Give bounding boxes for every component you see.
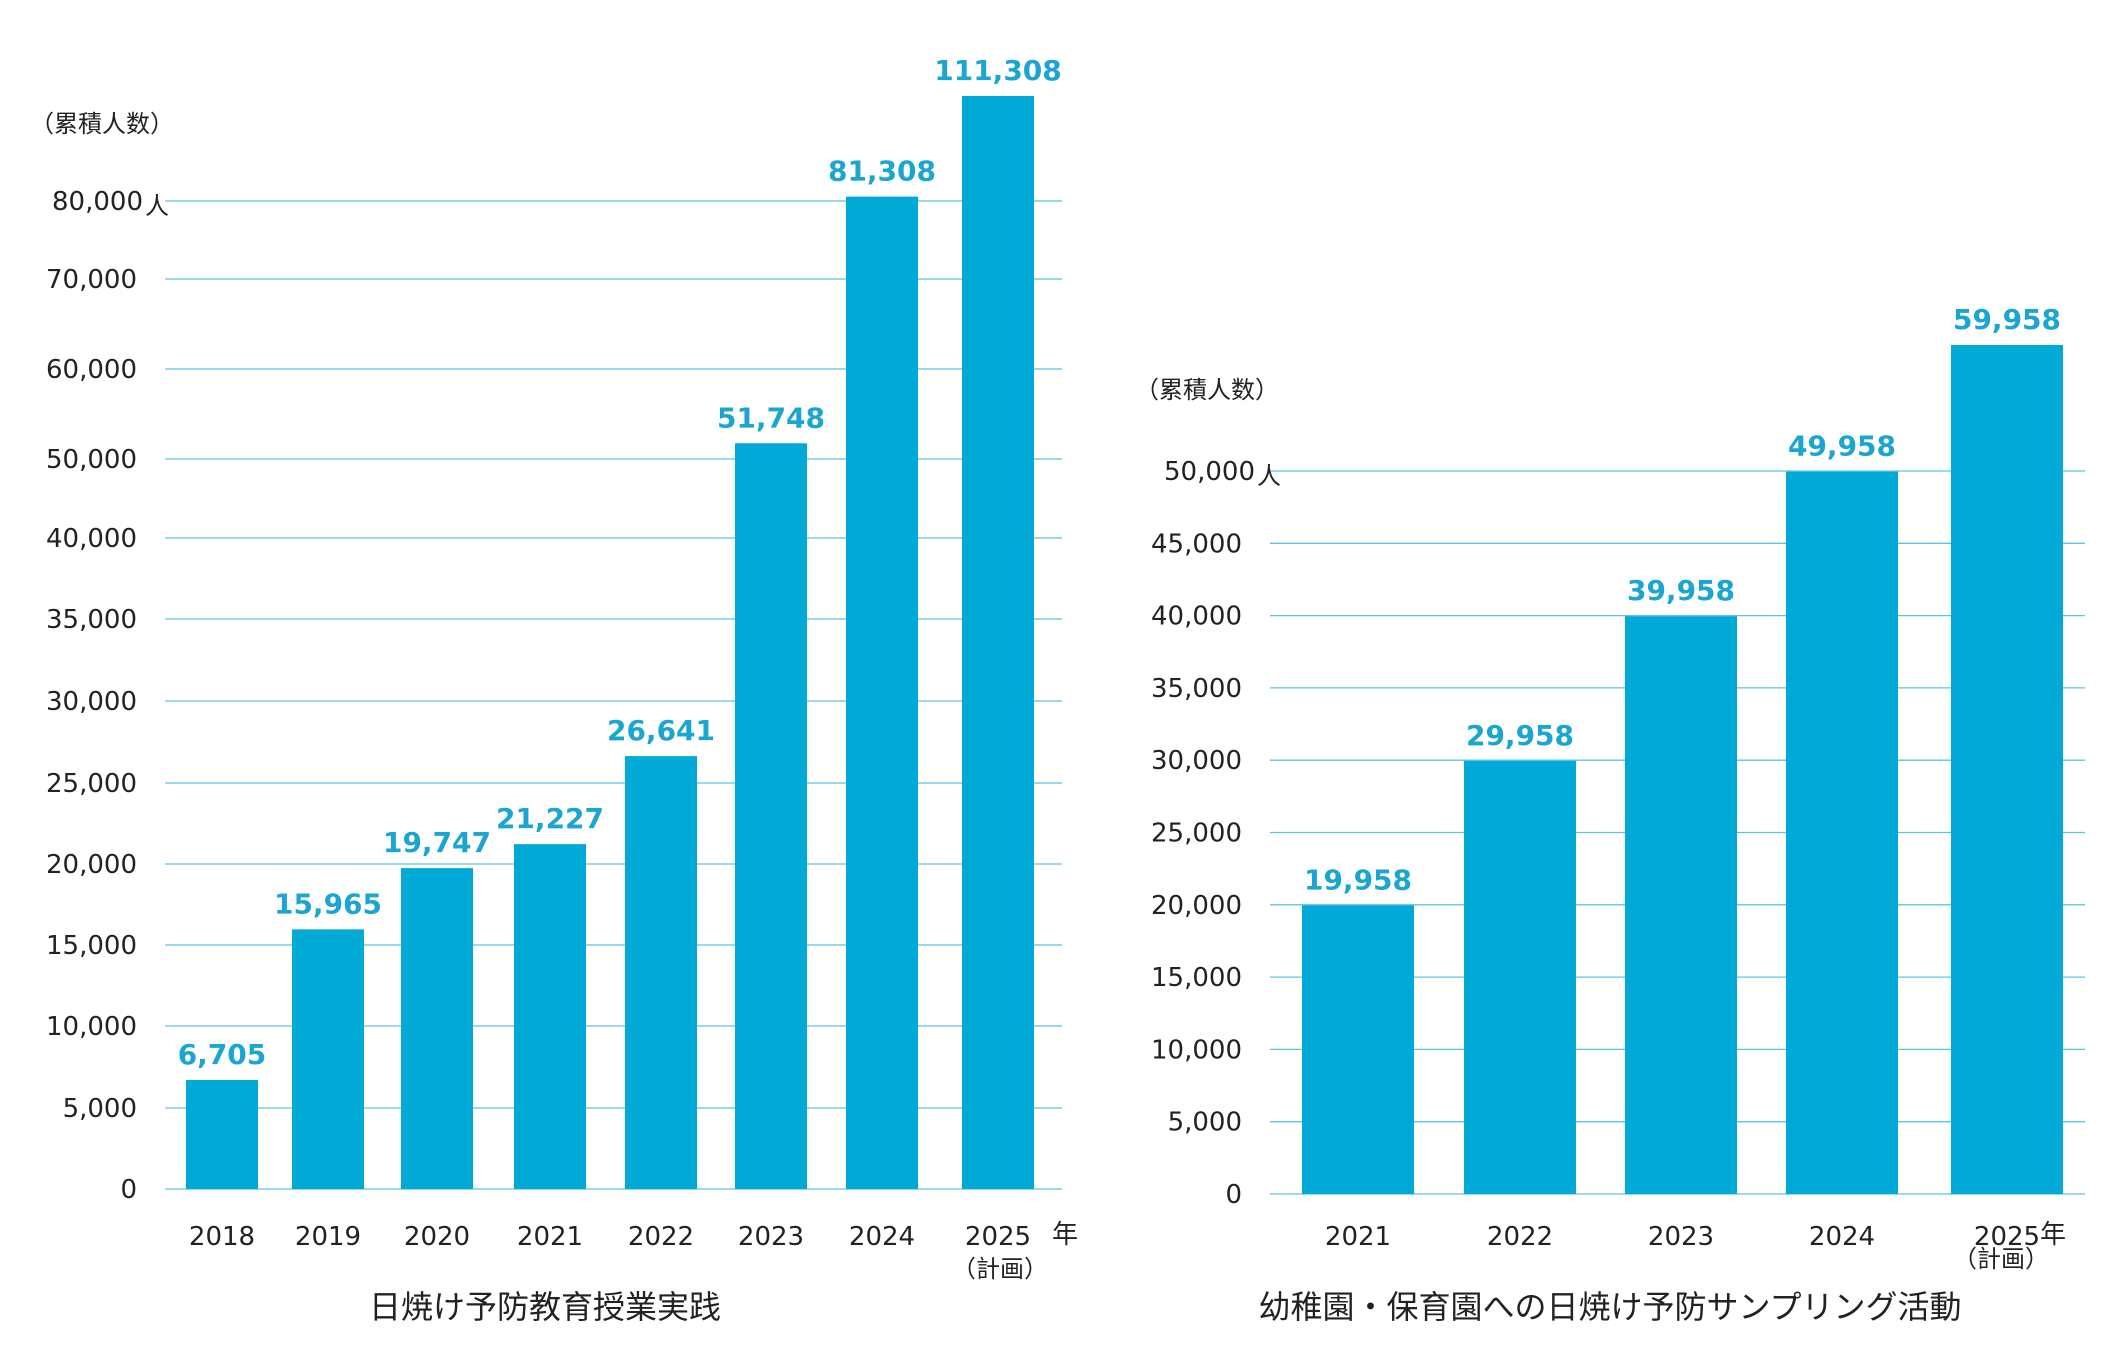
bar-value-label: 15,965 <box>274 887 382 920</box>
bar <box>292 929 364 1189</box>
y-tick-label: 40,000 <box>46 524 137 554</box>
bar <box>514 844 586 1189</box>
bar <box>1302 905 1414 1194</box>
bar-value-label: 19,958 <box>1304 863 1412 896</box>
y-axis-label: （累積人数） <box>1135 376 1279 404</box>
chart-title: 幼稚園・保育園への日焼け予防サンプリング活動 <box>1258 1288 1961 1326</box>
x-tick-label: 2021 <box>517 1222 583 1252</box>
x-tick-label: 2024 <box>849 1222 915 1252</box>
y-tick-label: 20,000 <box>1151 891 1242 921</box>
y-tick-label: 40,000 <box>1151 602 1242 632</box>
bar-value-label: 19,747 <box>383 826 491 859</box>
y-tick-label: 0 <box>1225 1180 1242 1210</box>
bar <box>1951 345 2063 1194</box>
y-tick-label: 50,000 <box>1164 457 1255 487</box>
y-tick-label: 35,000 <box>46 605 137 635</box>
bar <box>186 1080 258 1189</box>
chart-kindergarten-sampling: （累積人数） 0 5,000 10,000 15,000 20,000 25,000 30,0… <box>1135 303 2085 1326</box>
bar-value-label: 6,705 <box>178 1038 267 1071</box>
x-tick-label: 2021 <box>1325 1222 1391 1252</box>
x-tick-label: 2022 <box>628 1222 694 1252</box>
x-tick-label: 2023 <box>738 1222 804 1252</box>
y-tick-label: 35,000 <box>1151 674 1242 704</box>
x-tick-label: 2023 <box>1648 1222 1714 1252</box>
bar <box>962 96 1034 1189</box>
bar-value-label: 111,308 <box>934 54 1062 87</box>
y-tick-label: 20,000 <box>46 850 137 880</box>
bar-value-label: 49,958 <box>1788 430 1896 463</box>
y-tick-label: 45,000 <box>1151 529 1242 559</box>
y-unit-label: 人 <box>145 192 169 220</box>
y-unit-label: 人 <box>1257 462 1281 490</box>
x-tick-label: 2018 <box>189 1222 255 1252</box>
chart-sunburn-education: （累積人数） 0 5,000 10,000 15,000 20,000 25,000 30,0… <box>30 54 1078 1326</box>
y-tick-label: 30,000 <box>46 687 137 717</box>
y-axis-label: （累積人数） <box>30 110 174 138</box>
y-tick-label: 15,000 <box>46 931 137 961</box>
y-tick-label: 80,000 <box>52 187 143 217</box>
bar <box>401 868 473 1189</box>
y-tick-label: 10,000 <box>46 1012 137 1042</box>
bar <box>846 197 918 1189</box>
y-tick-label: 0 <box>120 1175 137 1205</box>
y-tick-label: 60,000 <box>46 355 137 385</box>
bar-value-label: 59,958 <box>1953 303 2061 336</box>
bar-value-label: 26,641 <box>607 714 715 747</box>
bar <box>735 443 807 1189</box>
x-tick-label: 2020 <box>404 1222 470 1252</box>
y-tick-label: 30,000 <box>1151 746 1242 776</box>
bar-value-label: 29,958 <box>1466 719 1574 752</box>
x-tick-label: 2025 <box>965 1222 1031 1252</box>
y-tick-label: 15,000 <box>1151 963 1242 993</box>
bar-value-label: 39,958 <box>1627 574 1735 607</box>
x-unit-label: 年 <box>1052 1220 1078 1250</box>
x-note-label: （計画） <box>1953 1245 2049 1273</box>
bar-value-label: 51,748 <box>717 401 825 434</box>
bar <box>1786 472 1898 1194</box>
bar <box>1625 616 1737 1194</box>
bar <box>625 756 697 1189</box>
x-tick-label: 2024 <box>1809 1222 1875 1252</box>
y-tick-label: 5,000 <box>63 1094 137 1124</box>
bar <box>1464 761 1576 1194</box>
y-tick-label: 5,000 <box>1168 1108 1242 1138</box>
x-note-label: （計画） <box>952 1255 1048 1283</box>
y-tick-label: 70,000 <box>46 265 137 295</box>
y-tick-label: 25,000 <box>1151 819 1242 849</box>
bar-value-label: 81,308 <box>828 155 936 188</box>
y-tick-label: 25,000 <box>46 769 137 799</box>
x-tick-label: 2022 <box>1487 1222 1553 1252</box>
y-tick-label: 50,000 <box>46 445 137 475</box>
chart-title: 日焼け予防教育授業実践 <box>369 1288 721 1326</box>
y-tick-label: 10,000 <box>1151 1035 1242 1065</box>
bar-value-label: 21,227 <box>496 802 604 835</box>
x-tick-label: 2019 <box>295 1222 361 1252</box>
